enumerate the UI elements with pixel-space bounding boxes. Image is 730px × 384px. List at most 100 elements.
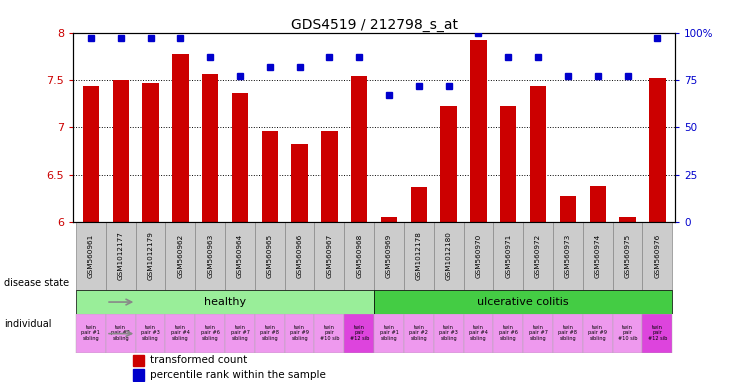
FancyBboxPatch shape xyxy=(493,222,523,290)
Text: transformed count: transformed count xyxy=(150,356,247,366)
Text: twin
pair #9
sibling: twin pair #9 sibling xyxy=(290,324,309,341)
Text: twin
pair #2
sibling: twin pair #2 sibling xyxy=(410,324,429,341)
Text: healthy: healthy xyxy=(204,297,246,307)
Bar xyxy=(619,217,636,222)
FancyBboxPatch shape xyxy=(136,222,166,290)
Text: twin
pair #6
sibling: twin pair #6 sibling xyxy=(499,324,518,341)
Text: GSM560968: GSM560968 xyxy=(356,234,362,278)
FancyBboxPatch shape xyxy=(225,314,255,353)
Text: GSM1012177: GSM1012177 xyxy=(118,232,123,280)
FancyBboxPatch shape xyxy=(374,222,404,290)
FancyBboxPatch shape xyxy=(404,222,434,290)
Bar xyxy=(133,369,144,381)
FancyBboxPatch shape xyxy=(523,314,553,353)
FancyBboxPatch shape xyxy=(464,222,493,290)
FancyBboxPatch shape xyxy=(612,222,642,290)
FancyBboxPatch shape xyxy=(255,222,285,290)
Title: GDS4519 / 212798_s_at: GDS4519 / 212798_s_at xyxy=(291,18,458,31)
FancyBboxPatch shape xyxy=(76,290,374,314)
FancyBboxPatch shape xyxy=(374,290,672,314)
Text: percentile rank within the sample: percentile rank within the sample xyxy=(150,370,326,380)
Text: GSM560962: GSM560962 xyxy=(177,234,183,278)
Text: GSM560971: GSM560971 xyxy=(505,234,511,278)
Text: GSM560970: GSM560970 xyxy=(475,234,482,278)
FancyBboxPatch shape xyxy=(553,222,583,290)
FancyBboxPatch shape xyxy=(315,314,345,353)
Bar xyxy=(411,187,427,222)
Bar xyxy=(82,86,99,222)
FancyBboxPatch shape xyxy=(106,314,136,353)
Bar xyxy=(133,355,144,366)
Text: GSM1012178: GSM1012178 xyxy=(416,232,422,280)
FancyBboxPatch shape xyxy=(642,314,672,353)
FancyBboxPatch shape xyxy=(285,222,315,290)
Text: twin
pair #6
sibling: twin pair #6 sibling xyxy=(201,324,220,341)
FancyBboxPatch shape xyxy=(434,222,464,290)
Bar xyxy=(530,86,546,222)
Text: twin
pair #8
sibling: twin pair #8 sibling xyxy=(261,324,280,341)
Text: GSM560963: GSM560963 xyxy=(207,234,213,278)
Text: twin
pair #8
sibling: twin pair #8 sibling xyxy=(558,324,577,341)
FancyBboxPatch shape xyxy=(285,314,315,353)
Bar xyxy=(381,217,397,222)
Bar xyxy=(560,197,576,222)
FancyBboxPatch shape xyxy=(225,222,255,290)
Bar xyxy=(291,144,308,222)
Text: twin
pair #7
sibling: twin pair #7 sibling xyxy=(231,324,250,341)
FancyBboxPatch shape xyxy=(553,314,583,353)
Text: twin
pair #1
sibling: twin pair #1 sibling xyxy=(82,324,100,341)
Text: twin
pair
#12 sib: twin pair #12 sib xyxy=(648,324,667,341)
Text: twin
pair #3
sibling: twin pair #3 sibling xyxy=(141,324,160,341)
FancyBboxPatch shape xyxy=(136,314,166,353)
FancyBboxPatch shape xyxy=(523,222,553,290)
Text: GSM560974: GSM560974 xyxy=(595,234,601,278)
Bar xyxy=(142,83,158,222)
FancyBboxPatch shape xyxy=(642,222,672,290)
Text: GSM1012179: GSM1012179 xyxy=(147,232,153,280)
FancyBboxPatch shape xyxy=(493,314,523,353)
FancyBboxPatch shape xyxy=(106,222,136,290)
Bar xyxy=(500,106,517,222)
Bar xyxy=(590,186,606,222)
Bar xyxy=(321,131,337,222)
Text: GSM560965: GSM560965 xyxy=(266,234,273,278)
FancyBboxPatch shape xyxy=(612,314,642,353)
FancyBboxPatch shape xyxy=(195,222,225,290)
FancyBboxPatch shape xyxy=(345,314,374,353)
Text: GSM560973: GSM560973 xyxy=(565,234,571,278)
FancyBboxPatch shape xyxy=(166,222,195,290)
Text: GSM560972: GSM560972 xyxy=(535,234,541,278)
Text: GSM560969: GSM560969 xyxy=(386,234,392,278)
FancyBboxPatch shape xyxy=(583,314,612,353)
Bar xyxy=(112,80,129,222)
FancyBboxPatch shape xyxy=(464,314,493,353)
FancyBboxPatch shape xyxy=(374,314,404,353)
Bar xyxy=(351,76,367,222)
FancyBboxPatch shape xyxy=(195,314,225,353)
Text: twin
pair #1
sibling: twin pair #1 sibling xyxy=(380,324,399,341)
Bar xyxy=(440,106,457,222)
Text: twin
pair
#12 sib: twin pair #12 sib xyxy=(350,324,369,341)
Text: GSM1012180: GSM1012180 xyxy=(445,232,452,280)
Bar xyxy=(649,78,666,222)
FancyBboxPatch shape xyxy=(255,314,285,353)
Text: GSM560967: GSM560967 xyxy=(326,234,332,278)
FancyBboxPatch shape xyxy=(583,222,612,290)
Text: twin
pair #4
sibling: twin pair #4 sibling xyxy=(171,324,190,341)
Bar xyxy=(261,131,278,222)
Text: individual: individual xyxy=(4,319,51,329)
Text: twin
pair #7
sibling: twin pair #7 sibling xyxy=(529,324,548,341)
FancyBboxPatch shape xyxy=(166,314,195,353)
Text: disease state: disease state xyxy=(4,278,69,288)
Text: GSM560976: GSM560976 xyxy=(654,234,661,278)
FancyBboxPatch shape xyxy=(345,222,374,290)
Text: twin
pair #2
sibling: twin pair #2 sibling xyxy=(111,324,130,341)
Text: ulcerative colitis: ulcerative colitis xyxy=(477,297,569,307)
Text: twin
pair #9
sibling: twin pair #9 sibling xyxy=(588,324,607,341)
Bar xyxy=(231,93,248,222)
FancyBboxPatch shape xyxy=(76,314,106,353)
Text: twin
pair #3
sibling: twin pair #3 sibling xyxy=(439,324,458,341)
Text: GSM560964: GSM560964 xyxy=(237,234,243,278)
Bar xyxy=(202,74,218,222)
Text: GSM560961: GSM560961 xyxy=(88,234,94,278)
